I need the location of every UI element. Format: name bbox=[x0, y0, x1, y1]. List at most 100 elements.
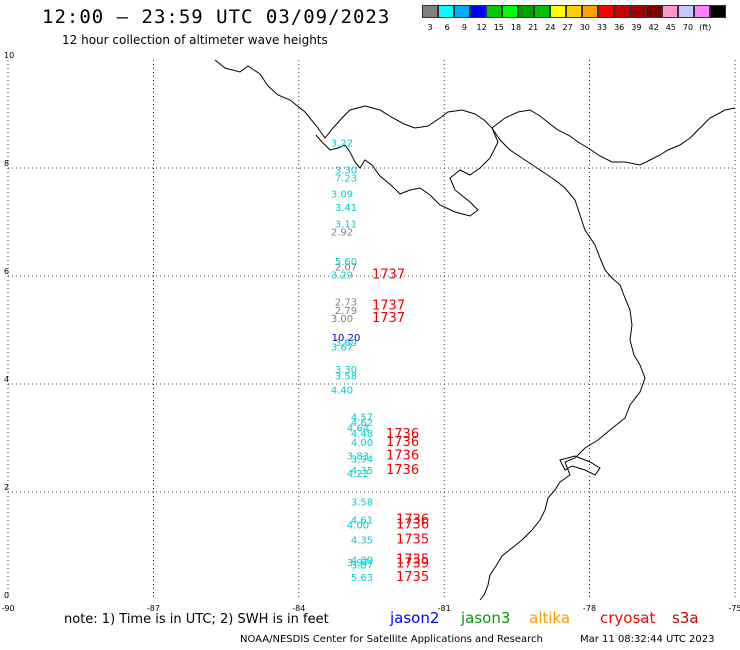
wave-height-value: 3.11 bbox=[335, 219, 357, 230]
wave-height-value: 4.35 bbox=[351, 535, 373, 546]
pass-time-label: 1736 bbox=[386, 427, 419, 442]
wave-height-value: 5.60 bbox=[335, 257, 357, 268]
satellite-legend-s3a: s3a bbox=[672, 609, 699, 627]
colorbar-label: (ft) bbox=[699, 23, 712, 32]
wave-height-value: 7.23 bbox=[335, 174, 357, 185]
wave-height-value: 3.41 bbox=[335, 203, 357, 214]
wave-height-value: 2.92 bbox=[331, 228, 353, 239]
wave-height-value: 4.40 bbox=[331, 386, 353, 397]
wave-height-value: 4.22 bbox=[347, 469, 369, 480]
colorbar-label: 15 bbox=[493, 23, 504, 32]
satellite-legend-jason3: jason3 bbox=[461, 609, 511, 627]
colorbar-swatch bbox=[550, 5, 566, 18]
y-tick-label: 0 bbox=[4, 591, 9, 600]
wave-height-value: 4.57 bbox=[351, 413, 373, 424]
colorbar-swatch bbox=[438, 5, 454, 18]
colorbar-swatch bbox=[662, 5, 678, 18]
colorbar-label: 3 bbox=[427, 23, 433, 32]
wave-height-value: 3.69 bbox=[335, 338, 357, 349]
y-tick-label: 10 bbox=[4, 51, 14, 60]
wave-height-value: 4.62 bbox=[351, 418, 373, 429]
y-tick-label: 8 bbox=[4, 159, 9, 168]
colorbar-label: 18 bbox=[510, 23, 522, 32]
colorbar-label: 24 bbox=[545, 23, 556, 32]
pass-time-label: 1737 bbox=[372, 268, 405, 283]
map-subtitle: 12 hour collection of altimeter wave hei… bbox=[62, 33, 328, 47]
colorbar-label: 45 bbox=[665, 23, 676, 32]
pass-times: 1737173717371736173617361736173617361735… bbox=[372, 268, 429, 585]
colorbar-label: 36 bbox=[614, 23, 625, 32]
colorbar-swatch bbox=[470, 5, 486, 18]
pass-time-label: 1735 bbox=[396, 570, 429, 585]
wave-height-value: 3.30 bbox=[335, 165, 357, 176]
wave-height-value: 4.00 bbox=[347, 521, 369, 532]
colorbar-label: 70 bbox=[682, 23, 694, 32]
colorbar-label: 42 bbox=[648, 23, 659, 32]
wave-height-value: 3.30 bbox=[335, 365, 357, 376]
x-tick-label: -78 bbox=[583, 604, 596, 613]
wave-height-value: 3.00 bbox=[331, 314, 353, 325]
wave-observations: 3.223.307.233.093.413.112.925.602.073.29… bbox=[331, 138, 373, 584]
coastline-colombia bbox=[479, 107, 736, 601]
pass-time-label: 1735 bbox=[396, 552, 429, 567]
wave-height-value: 2.79 bbox=[335, 306, 357, 317]
wave-height-value: 3.09 bbox=[331, 190, 353, 201]
note-text: note: 1) Time is in UTC; 2) SWH is in fe… bbox=[64, 612, 329, 627]
pass-time-label: 1736 bbox=[386, 463, 419, 478]
colorbar-swatch bbox=[534, 5, 550, 18]
footer-credit: NOAA/NESDIS Center for Satellite Applica… bbox=[240, 634, 543, 645]
pass-time-label: 1736 bbox=[386, 435, 419, 450]
coastline-inlet bbox=[559, 455, 601, 476]
colorbar-swatch bbox=[566, 5, 582, 18]
wave-height-value: 3.22 bbox=[331, 138, 353, 149]
colorbar-label: 12 bbox=[476, 23, 487, 32]
colorbar-label: 27 bbox=[562, 23, 573, 32]
coastline bbox=[214, 59, 499, 217]
satellite-legend-altika: altika bbox=[529, 609, 571, 627]
pass-time-label: 1739 bbox=[396, 557, 429, 572]
colorbar-label: 21 bbox=[528, 23, 539, 32]
x-tick-label: -84 bbox=[292, 604, 305, 613]
colorbar-swatch bbox=[502, 5, 518, 18]
y-tick-label: 2 bbox=[4, 483, 9, 492]
wave-height-value: 3.58 bbox=[335, 372, 357, 383]
colorbar-label: 30 bbox=[579, 23, 590, 32]
wave-height-value: 3.97 bbox=[347, 558, 369, 569]
x-tick-label: -90 bbox=[1, 604, 14, 613]
wave-height-value: 3.94 bbox=[351, 454, 373, 465]
colorbar-swatch bbox=[678, 5, 694, 18]
wave-height-value: 2.07 bbox=[335, 263, 357, 274]
colorbar-swatch bbox=[454, 5, 470, 18]
colorbar-label: 9 bbox=[461, 23, 467, 32]
x-tick-label: -75 bbox=[728, 604, 740, 613]
pass-time-label: 1736 bbox=[386, 449, 419, 464]
wave-height-value: 4.35 bbox=[351, 466, 373, 477]
y-tick-label: 6 bbox=[4, 267, 9, 276]
satellite-legend-cryosat: cryosat bbox=[600, 609, 656, 627]
wave-height-value: 4.48 bbox=[351, 429, 373, 440]
axis-ticks: -90 -87 -84 -81 -78 -75 10 8 6 4 2 0 bbox=[1, 51, 740, 613]
pass-time-label: 1736 bbox=[396, 518, 429, 533]
wave-height-value: 3.58 bbox=[351, 498, 373, 509]
colorbar-label: 39 bbox=[631, 23, 642, 32]
colorbar-label: 6 bbox=[444, 23, 450, 32]
y-tick-label: 4 bbox=[4, 375, 9, 384]
pass-time-label: 1736 bbox=[396, 512, 429, 527]
wave-height-value: 4.61 bbox=[351, 515, 373, 526]
map-title: 12:00 – 23:59 UTC 03/09/2023 bbox=[42, 6, 391, 28]
x-tick-label: -87 bbox=[147, 604, 160, 613]
footer-timestamp: Mar 11 08:32:44 UTC 2023 bbox=[580, 634, 715, 645]
colorbar-swatch bbox=[518, 5, 534, 18]
x-tick-label: -81 bbox=[438, 604, 451, 613]
colorbar-swatch bbox=[582, 5, 598, 18]
wave-height-value: 5.63 bbox=[351, 573, 373, 584]
wave-height-value: 2.73 bbox=[335, 298, 357, 309]
colorbar-swatch bbox=[422, 5, 438, 18]
colorbar-swatch bbox=[694, 5, 710, 18]
wave-height-value: 3.83 bbox=[347, 452, 369, 463]
wave-height-value: 4.89 bbox=[351, 555, 373, 566]
wave-height-value: 3.29 bbox=[331, 271, 353, 282]
colorbar-swatch bbox=[710, 5, 726, 18]
wave-height-value: 4.64 bbox=[347, 424, 369, 435]
